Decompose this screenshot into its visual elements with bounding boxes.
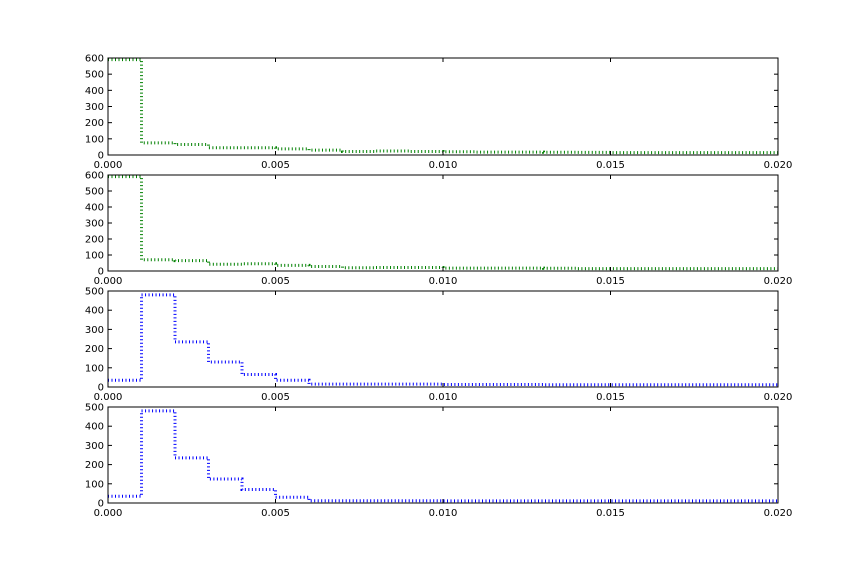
x-tick-label: 0.015 [596, 392, 625, 403]
y-tick-label: 300 [85, 102, 104, 113]
y-tick-label: 400 [85, 203, 104, 214]
x-tick-label: 0.020 [764, 160, 793, 171]
y-tick-label: 0 [98, 267, 104, 278]
y-tick-label: 500 [85, 187, 104, 198]
x-tick-label: 0.005 [261, 160, 290, 171]
y-tick-label: 300 [85, 325, 104, 336]
y-tick-label: 200 [85, 460, 104, 471]
axes-frame [107, 174, 779, 272]
axes-frame [107, 406, 779, 504]
y-tick-label: 400 [85, 306, 104, 317]
x-tick-label: 0.000 [94, 508, 123, 519]
y-tick-label: 400 [85, 422, 104, 433]
x-tick-label: 0.000 [94, 276, 123, 287]
y-tick-label: 0 [98, 151, 104, 162]
x-tick-label: 0.020 [764, 276, 793, 287]
y-tick-label: 300 [85, 441, 104, 452]
y-tick-label: 600 [85, 54, 104, 65]
y-tick-label: 400 [85, 86, 104, 97]
y-tick-label: 500 [85, 70, 104, 81]
x-tick-label: 0.000 [94, 160, 123, 171]
y-tick-label: 500 [85, 403, 104, 414]
series-line [108, 58, 778, 155]
series-line [108, 409, 778, 503]
y-tick-label: 0 [98, 383, 104, 394]
y-tick-label: 500 [85, 287, 104, 298]
x-tick-label: 0.010 [429, 392, 458, 403]
y-tick-label: 300 [85, 219, 104, 230]
y-tick-label: 0 [98, 499, 104, 510]
x-tick-label: 0.010 [429, 508, 458, 519]
y-tick-label: 100 [85, 363, 104, 374]
x-tick-label: 0.010 [429, 276, 458, 287]
y-tick-label: 100 [85, 134, 104, 145]
y-tick-label: 100 [85, 479, 104, 490]
series-line [108, 293, 778, 387]
x-tick-label: 0.005 [261, 392, 290, 403]
x-tick-label: 0.005 [261, 276, 290, 287]
x-tick-label: 0.015 [596, 276, 625, 287]
y-tick-label: 200 [85, 235, 104, 246]
series-line [108, 175, 778, 271]
x-tick-label: 0.015 [596, 508, 625, 519]
x-tick-label: 0.005 [261, 508, 290, 519]
y-tick-label: 200 [85, 344, 104, 355]
subplot-1: 0.000 0.005 0.010 0.015 0.020 0 100 200 300 400 50… [85, 54, 792, 172]
subplot-2: 0.000 0.005 0.010 0.015 0.020 0 100 200 300 400 50… [85, 171, 792, 288]
axes-frame [107, 290, 779, 388]
x-tick-label: 0.000 [94, 392, 123, 403]
x-tick-label: 0.020 [764, 392, 793, 403]
y-tick-label: 100 [85, 251, 104, 262]
y-tick-label: 600 [85, 171, 104, 182]
x-tick-label: 0.020 [764, 508, 793, 519]
x-tick-label: 0.015 [596, 160, 625, 171]
y-tick-label: 200 [85, 118, 104, 129]
subplot-3: 0.000 0.005 0.010 0.015 0.020 0 100 200 300 400 50… [85, 287, 792, 404]
subplot-4: 0.000 0.005 0.010 0.015 0.020 0 100 200 300 400 50… [85, 403, 792, 520]
x-tick-label: 0.010 [429, 160, 458, 171]
axes-frame [107, 57, 779, 156]
